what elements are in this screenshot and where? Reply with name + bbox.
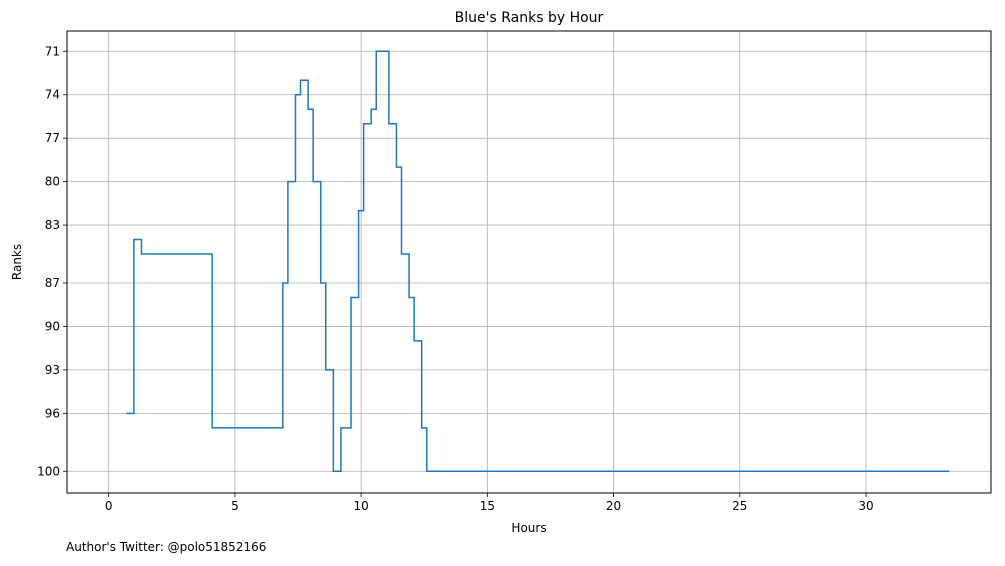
x-tick-label: 20 [606, 499, 621, 513]
author-credit: Author's Twitter: @polo51852166 [66, 540, 266, 554]
x-tick-label: 25 [732, 499, 747, 513]
y-tick-label: 77 [45, 131, 60, 145]
y-tick-label: 83 [45, 218, 60, 232]
chart-title: Blue's Ranks by Hour [455, 10, 604, 26]
y-tick-label: 96 [45, 406, 60, 420]
x-axis-label: Hours [511, 521, 546, 535]
x-tick-label: 0 [105, 499, 113, 513]
y-axis-label: Ranks [10, 244, 24, 280]
y-tick-label: 100 [37, 464, 60, 478]
x-tick-label: 10 [353, 499, 368, 513]
y-axis: 71 74 77 80 83 87 90 93 96 100 [37, 44, 67, 478]
y-tick-label: 93 [45, 363, 60, 377]
y-tick-label: 71 [45, 44, 60, 58]
rank-series-line [126, 50, 950, 473]
x-tick-label: 30 [858, 499, 873, 513]
plot-frame [66, 30, 992, 494]
x-tick-label: 5 [231, 499, 239, 513]
x-axis: 0 5 10 15 20 25 30 [105, 493, 874, 513]
y-tick-label: 90 [45, 319, 60, 333]
y-tick-label: 80 [45, 175, 60, 189]
grid [67, 31, 991, 493]
y-tick-label: 74 [45, 88, 60, 102]
y-tick-label: 87 [45, 276, 60, 290]
x-tick-label: 15 [480, 499, 495, 513]
series-layer [126, 50, 950, 473]
